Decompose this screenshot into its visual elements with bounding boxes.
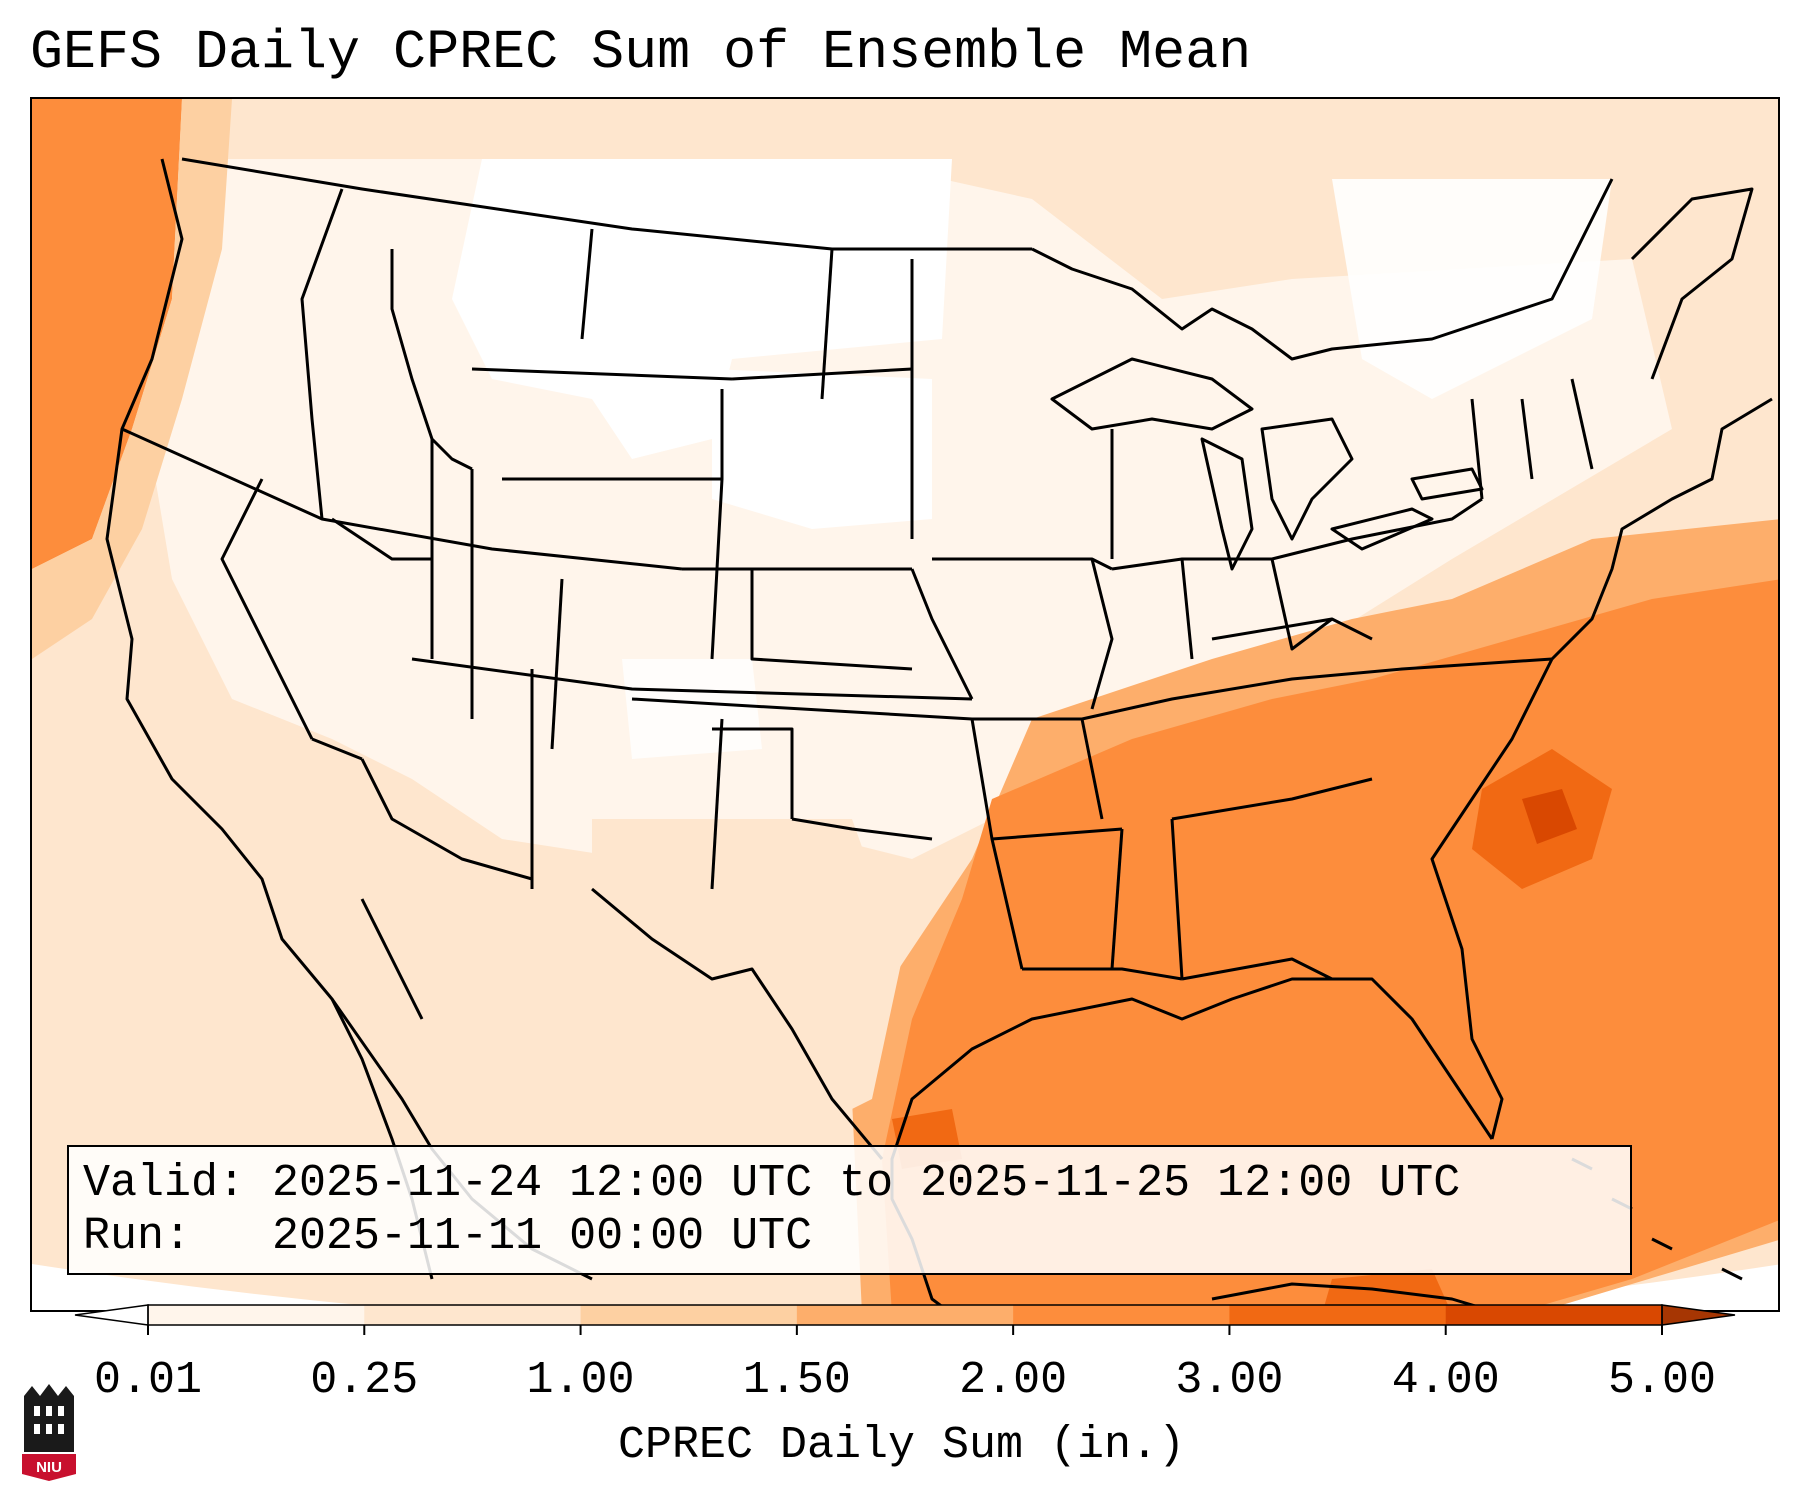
colorbar-tick-label: 0.01: [93, 1355, 203, 1406]
colorbar: [74, 1304, 1736, 1335]
dry-region-canada: [1332, 179, 1612, 399]
colorbar-over-triangle: [1661, 1304, 1736, 1326]
colorbar-segment: [796, 1305, 1014, 1325]
colorbar-tick-label: 3.00: [1175, 1355, 1284, 1406]
dry-region-montana: [452, 159, 952, 459]
dry-region-dakota: [712, 369, 932, 529]
colorbar-tick-label: 5.00: [1607, 1355, 1717, 1406]
niu-logo: NIU: [22, 1384, 76, 1481]
colorbar-segment: [580, 1305, 798, 1325]
colorbar-label: CPREC Daily Sum (in.): [617, 1420, 1186, 1471]
colorbar-segment: [1445, 1305, 1663, 1325]
colorbar-under-triangle: [74, 1304, 149, 1326]
map-title: GEFS Daily CPREC Sum of Ensemble Mean: [30, 21, 1252, 84]
colorbar-segment: [364, 1305, 582, 1325]
run-time-line: Run: 2025-11-11 00:00 UTC: [83, 1211, 813, 1262]
svg-text:NIU: NIU: [36, 1459, 62, 1476]
colorbar-tick-label: 0.25: [310, 1355, 419, 1406]
southeast-core-max: [1522, 789, 1577, 844]
colorbar-tick-label: 1.00: [526, 1355, 635, 1406]
pacific-heavy-band: [32, 99, 182, 569]
colorbar-tick-label: 4.00: [1391, 1355, 1500, 1406]
colorbar-tick-label: 1.50: [742, 1355, 851, 1406]
colorbar-tick-label: 2.00: [959, 1355, 1068, 1406]
valid-run-info-box: Valid: 2025-11-24 12:00 UTC to 2025-11-2…: [67, 1145, 1632, 1275]
texas-light-region: [592, 819, 902, 1139]
valid-time-line: Valid: 2025-11-24 12:00 UTC to 2025-11-2…: [83, 1158, 1461, 1209]
colorbar-segment: [148, 1305, 365, 1325]
dry-region-colorado: [622, 659, 762, 759]
precipitation-map: [30, 97, 1780, 1312]
colorbar-segment: [1229, 1305, 1447, 1325]
colorbar-segment: [1013, 1305, 1230, 1325]
